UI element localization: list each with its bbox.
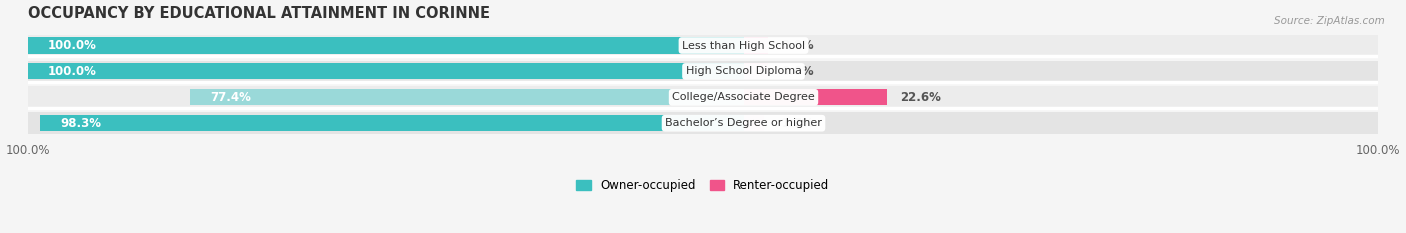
Bar [744, 89, 887, 105]
Bar [28, 112, 1378, 134]
Text: Source: ZipAtlas.com: Source: ZipAtlas.com [1274, 16, 1385, 26]
Text: 77.4%: 77.4% [209, 91, 250, 104]
Text: 1.7%: 1.7% [782, 117, 814, 130]
Text: 0.0%: 0.0% [782, 65, 814, 78]
Bar [28, 61, 1378, 82]
Bar [744, 63, 768, 79]
Legend: Owner-occupied, Renter-occupied: Owner-occupied, Renter-occupied [576, 179, 830, 192]
Text: 98.3%: 98.3% [60, 117, 101, 130]
Bar [28, 86, 1378, 108]
Text: 22.6%: 22.6% [900, 91, 942, 104]
Text: OCCUPANCY BY EDUCATIONAL ATTAINMENT IN CORINNE: OCCUPANCY BY EDUCATIONAL ATTAINMENT IN C… [28, 6, 489, 21]
Text: 100.0%: 100.0% [48, 39, 97, 52]
Text: College/Associate Degree: College/Associate Degree [672, 92, 815, 102]
Bar [190, 89, 744, 105]
Bar [744, 38, 768, 54]
Text: Less than High School: Less than High School [682, 41, 806, 51]
Text: Bachelor’s Degree or higher: Bachelor’s Degree or higher [665, 118, 823, 128]
Bar [744, 115, 763, 131]
Bar [39, 115, 744, 131]
Bar [28, 63, 744, 79]
Bar [28, 38, 744, 54]
Bar [28, 35, 1378, 56]
Text: 0.0%: 0.0% [782, 39, 814, 52]
Text: 100.0%: 100.0% [48, 65, 97, 78]
Text: High School Diploma: High School Diploma [686, 66, 801, 76]
